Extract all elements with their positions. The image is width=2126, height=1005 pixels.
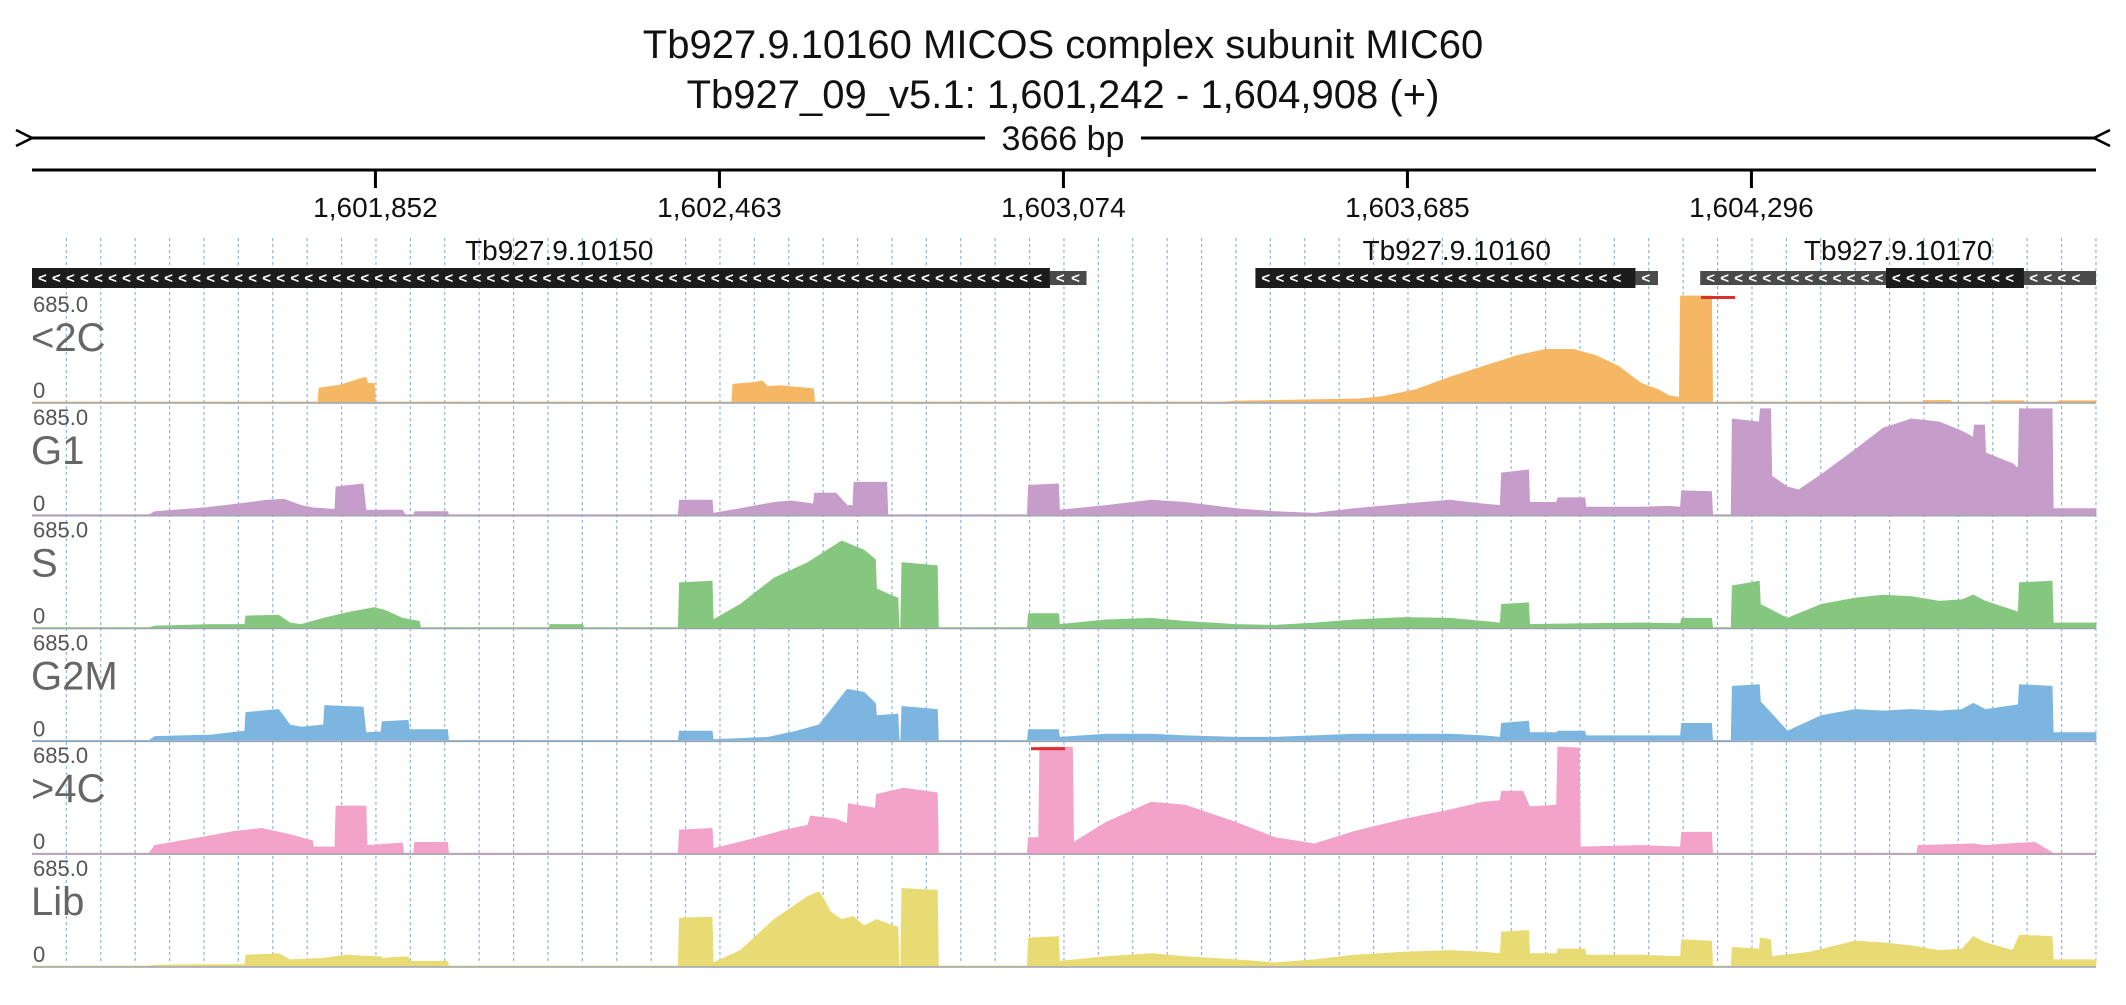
gene-utr	[1635, 271, 1658, 285]
track-name: G1	[31, 429, 84, 473]
coverage-tracks: 685.00<2C685.00G1685.00S685.00G2M685.00>…	[31, 292, 2097, 968]
overflow-marker	[1701, 296, 1736, 299]
gene-label: Tb927.9.10150	[465, 235, 653, 266]
gene-utr	[1049, 271, 1087, 285]
track-scale-max: 685.0	[33, 856, 88, 881]
tick-label: 1,603,074	[1001, 192, 1126, 223]
span-length-label: 3666 bp	[1002, 120, 1125, 158]
tick-label: 1,604,296	[1689, 192, 1814, 223]
track-scale-min: 0	[33, 378, 45, 403]
track-name: Lib	[31, 880, 84, 924]
track-scale-max: 685.0	[33, 518, 88, 543]
tick-label: 1,601,852	[313, 192, 438, 223]
track-scale-min: 0	[33, 491, 45, 516]
track-scale-min: 0	[33, 604, 45, 629]
coverage-track: 685.0 0 G1	[31, 405, 2097, 517]
coverage-area	[32, 540, 2097, 628]
gene-model: <<<<<<<<<<<<<<<<<<<<<<<<<<<<<<<<<<<<<<<<…	[32, 235, 1087, 288]
gene-model: <<<<<<<<<<<<<<<<<<<<<<<<<<<<<<<<<<<<Tb92…	[1700, 235, 2096, 288]
axis-ticks: 1,601,852 1,602,463 1,603,074 1,603,685 1,60…	[313, 170, 1814, 223]
coverage-area	[32, 295, 2097, 403]
coverage-track: 685.0 0 >4C	[31, 743, 2096, 855]
coverage-track: 685.0 0 G2M	[31, 630, 2097, 743]
gene-cds	[32, 268, 1050, 288]
coverage-area	[32, 684, 2097, 741]
track-name: S	[31, 542, 58, 586]
coverage-track: 685.0 0 Lib	[31, 856, 2097, 968]
chart-title: Tb927.9.10160 MICOS complex subunit MIC6…	[643, 23, 1483, 67]
gene-model: <<<<<<<<<<<<<<<<<<<<<<<<<<<Tb927.9.10160	[1255, 235, 1658, 288]
track-name: >4C	[31, 767, 106, 811]
track-scale-max: 685.0	[33, 630, 88, 655]
tick-label: 1,603,685	[1345, 192, 1470, 223]
chart-subtitle: Tb927_09_v5.1: 1,601,242 - 1,604,908 (+)	[687, 73, 1440, 117]
tick-label: 1,602,463	[657, 192, 782, 223]
track-scale-min: 0	[33, 829, 45, 854]
coverage-track: 685.0 0 <2C	[31, 292, 2097, 404]
coverage-area	[32, 746, 2096, 854]
gene-cds	[1255, 268, 1636, 288]
track-scale-max: 685.0	[33, 292, 88, 317]
track-scale-max: 685.0	[33, 743, 88, 768]
track-name: G2M	[31, 654, 118, 698]
gene-label: Tb927.9.10160	[1363, 235, 1551, 266]
track-scale-min: 0	[33, 942, 45, 967]
strand-direction-icon: <<<<<<<<<	[1892, 270, 2014, 287]
gene-annotation-track: <<<<<<<<<<<<<<<<<<<<<<<<<<<<<<<<<<<<<<<<…	[32, 235, 2096, 288]
gene-cds	[1885, 268, 2024, 288]
coverage-track: 685.0 0 S	[31, 518, 2097, 630]
coverage-area	[32, 888, 2097, 967]
gene-label: Tb927.9.10170	[1804, 235, 1992, 266]
strand-direction-icon: <	[1641, 270, 1650, 287]
track-scale-max: 685.0	[33, 405, 88, 430]
overflow-marker	[1031, 747, 1066, 751]
track-scale-min: 0	[33, 716, 45, 741]
coverage-area	[32, 408, 2097, 516]
track-name: <2C	[31, 316, 106, 360]
